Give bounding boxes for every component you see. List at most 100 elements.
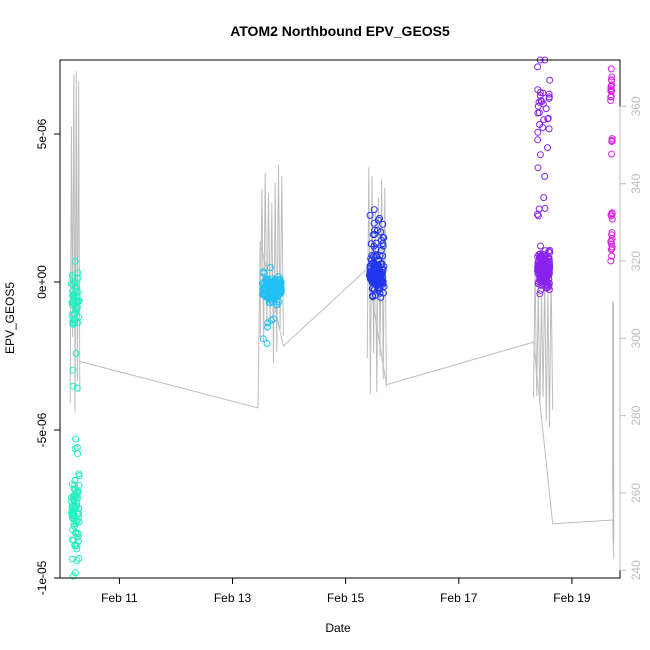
data-point (377, 293, 385, 301)
data-point (608, 235, 616, 243)
data-point (534, 253, 542, 261)
data-point (544, 259, 552, 267)
data-point (544, 144, 551, 152)
data-point (68, 503, 76, 511)
data-point (545, 247, 553, 255)
y-left-tick-label: 0e+00 (35, 265, 49, 299)
data-point (380, 283, 388, 290)
data-point (534, 63, 542, 71)
data-point (68, 514, 76, 522)
line-burst-5 (612, 300, 615, 545)
x-tick-label: Feb 13 (214, 591, 252, 605)
data-point (75, 554, 83, 562)
data-point (72, 285, 80, 293)
data-point (377, 228, 385, 236)
data-point (71, 569, 79, 577)
data-point (74, 533, 82, 541)
data-point (538, 273, 546, 281)
data-point (543, 282, 551, 290)
data-point (541, 172, 549, 180)
data-point (608, 76, 616, 84)
data-point (543, 284, 551, 292)
y-right-tick-label: 300 (629, 328, 643, 348)
data-point (608, 150, 616, 158)
data-point (608, 73, 616, 81)
data-point (266, 288, 274, 296)
data-point (534, 128, 542, 136)
data-point (541, 247, 549, 255)
data-point (607, 257, 615, 265)
data-point (373, 252, 381, 260)
x-axis-label: Date (325, 621, 351, 635)
data-point (537, 286, 545, 294)
data-point (263, 340, 271, 347)
data-point (73, 545, 81, 553)
data-point (545, 93, 553, 101)
y-right-tick-label: 280 (629, 405, 643, 425)
y-axis-label: EPV_GEOS5 (3, 282, 17, 354)
data-point (260, 279, 268, 287)
data-point (260, 269, 268, 277)
data-point (544, 269, 552, 277)
data-point (74, 296, 82, 304)
data-point (607, 93, 615, 101)
data-point (72, 518, 80, 526)
data-point (534, 265, 542, 273)
x-tick-label: Feb 19 (553, 591, 591, 605)
data-point (540, 194, 548, 202)
data-point (72, 282, 80, 290)
data-point (536, 290, 544, 298)
line-burst-1 (69, 71, 81, 412)
data-point (608, 240, 615, 248)
data-point (72, 541, 79, 549)
data-point (68, 311, 76, 319)
data-point (366, 211, 374, 219)
data-point (268, 298, 276, 306)
data-point (534, 164, 542, 172)
y-left-tick-label: -1e-05 (35, 560, 49, 595)
data-point (75, 472, 83, 480)
data-point (538, 98, 546, 106)
data-point (69, 366, 77, 374)
data-point (607, 97, 615, 104)
data-point (540, 116, 548, 124)
data-point (266, 264, 274, 272)
data-point (607, 65, 615, 73)
data-point (607, 211, 615, 219)
y-right-tick-label: 340 (629, 173, 643, 193)
data-point (73, 557, 81, 565)
data-point (72, 528, 80, 536)
line-burst-4 (533, 270, 554, 428)
y-right-tick-label: 260 (629, 483, 643, 503)
data-point (74, 489, 82, 496)
data-point (373, 263, 381, 271)
data-point (369, 293, 377, 301)
chart-title: ATOM2 Northbound EPV_GEOS5 (230, 23, 450, 39)
data-point (367, 255, 375, 263)
data-point (541, 254, 549, 262)
data-point (367, 240, 375, 248)
data-point (546, 246, 554, 254)
data-point (375, 277, 383, 285)
data-point (536, 121, 544, 128)
data-point (379, 242, 387, 250)
data-point (71, 481, 79, 489)
data-point (374, 226, 381, 234)
data-point (541, 273, 549, 281)
data-point (544, 114, 552, 122)
data-point (70, 319, 77, 327)
data-point (366, 275, 374, 282)
y-left-tick-label: -5e-06 (35, 412, 49, 447)
data-point (70, 496, 78, 504)
y-left-tick-label: 5e-06 (35, 118, 49, 149)
data-point (372, 251, 380, 259)
data-point (75, 313, 83, 321)
data-point (537, 97, 545, 105)
data-point (261, 290, 269, 298)
data-point (545, 125, 553, 133)
data-point (70, 485, 78, 493)
y-right-tick-label: 360 (629, 96, 643, 116)
x-tick-label: Feb 15 (327, 591, 365, 605)
data-point (545, 254, 553, 262)
data-point (75, 518, 83, 526)
